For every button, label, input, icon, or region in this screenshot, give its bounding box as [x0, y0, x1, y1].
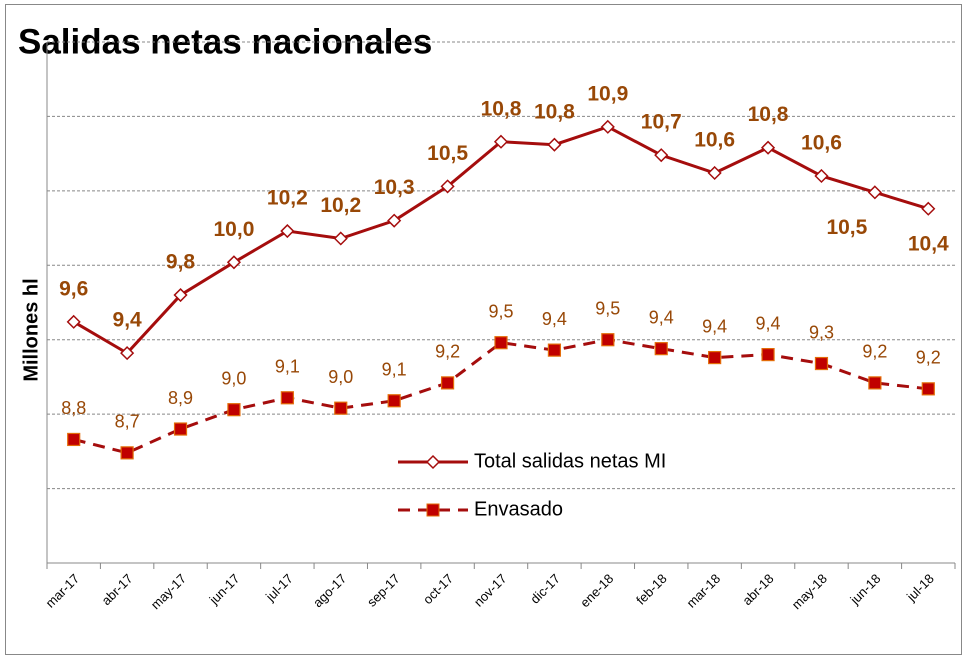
- marker: [334, 401, 348, 415]
- data-label: 9,4: [113, 309, 143, 332]
- data-label: 9,4: [702, 316, 727, 336]
- marker: [654, 342, 668, 356]
- data-label: 9,0: [328, 367, 353, 387]
- data-label: 8,7: [115, 412, 140, 432]
- data-label: 10,5: [826, 216, 867, 239]
- marker: [868, 376, 882, 390]
- marker: [601, 333, 615, 347]
- data-label: 10,6: [694, 129, 735, 152]
- marker: [120, 446, 134, 460]
- marker: [547, 137, 562, 152]
- marker: [227, 403, 241, 417]
- marker: [387, 394, 401, 408]
- marker: [814, 356, 829, 371]
- data-label: 8,9: [168, 388, 193, 408]
- series-line: [73, 338, 929, 455]
- data-label: 9,1: [275, 357, 300, 377]
- data-label: 10,7: [641, 111, 682, 134]
- data-label: 9,1: [382, 359, 407, 379]
- data-label: 9,6: [59, 277, 88, 300]
- data-label: 10,5: [427, 142, 468, 165]
- data-label: 10,0: [214, 218, 255, 241]
- data-label: 9,2: [435, 342, 460, 362]
- data-label: 9,4: [542, 309, 567, 329]
- marker: [280, 391, 294, 405]
- marker: [867, 185, 882, 200]
- marker: [921, 382, 935, 396]
- chart-border: [5, 4, 962, 655]
- marker: [760, 140, 776, 155]
- data-label: 10,4: [908, 232, 949, 255]
- marker: [173, 287, 188, 303]
- data-label: 8,8: [61, 398, 86, 418]
- data-label: 9,2: [862, 342, 887, 362]
- data-label: 9,3: [809, 322, 834, 342]
- data-label: 9,4: [756, 313, 781, 333]
- marker: [66, 314, 81, 329]
- marker: [333, 231, 348, 246]
- marker: [654, 148, 669, 163]
- data-label: 10,3: [374, 176, 415, 199]
- marker: [707, 165, 722, 181]
- data-label: 9,5: [595, 298, 620, 318]
- legend-label: Total salidas netas MI: [474, 450, 666, 472]
- data-label: 9,5: [488, 301, 513, 321]
- data-label: 10,9: [587, 82, 628, 105]
- marker: [440, 179, 455, 194]
- marker: [600, 119, 615, 134]
- data-label: 10,2: [320, 194, 361, 217]
- legend-marker: [426, 503, 440, 517]
- marker: [173, 422, 188, 436]
- data-label: 10,8: [748, 103, 789, 126]
- data-label: 9,8: [166, 251, 196, 274]
- marker: [67, 432, 81, 447]
- marker: [761, 348, 775, 362]
- marker: [493, 134, 509, 149]
- marker: [226, 255, 242, 270]
- marker: [387, 213, 402, 228]
- data-label: 10,8: [534, 100, 575, 123]
- data-label: 9,0: [221, 368, 246, 388]
- legend-label: Envasado: [474, 498, 563, 520]
- marker: [814, 168, 829, 184]
- data-label: 9,4: [649, 307, 674, 327]
- data-label: 10,6: [801, 132, 842, 155]
- marker: [921, 201, 936, 216]
- marker: [120, 346, 135, 361]
- chart-title: Salidas netas nacionales: [18, 22, 432, 61]
- marker: [494, 336, 508, 350]
- marker: [547, 343, 562, 357]
- marker: [440, 376, 455, 390]
- marker: [708, 350, 722, 365]
- data-label: 10,2: [267, 187, 308, 210]
- y-axis-label: Millones hl: [20, 278, 42, 381]
- legend-marker: [425, 454, 441, 470]
- marker: [280, 223, 295, 239]
- data-label: 9,2: [916, 348, 941, 368]
- data-label: 10,8: [481, 97, 522, 120]
